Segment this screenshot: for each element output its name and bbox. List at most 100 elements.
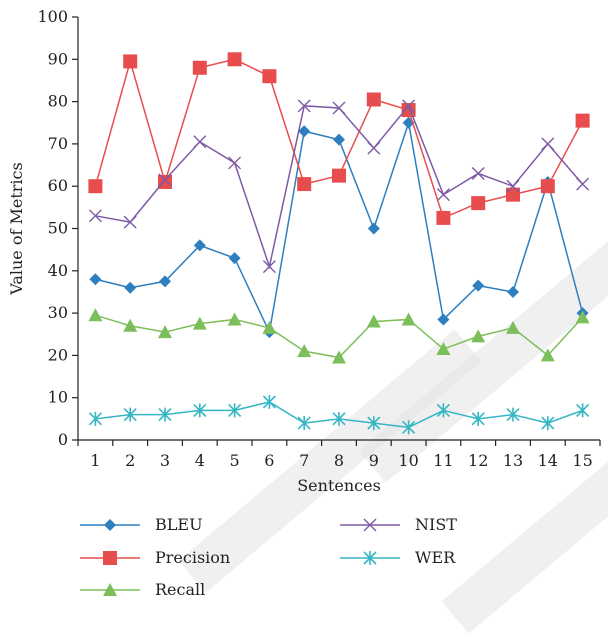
legend-label-wer: WER <box>415 548 456 567</box>
x-tick-label: 7 <box>299 451 309 470</box>
legend-marker-nist <box>363 518 377 532</box>
point-wer <box>297 416 311 431</box>
point-recall <box>540 348 555 362</box>
point-recall <box>262 320 277 334</box>
x-tick-label: 8 <box>334 451 344 470</box>
legend-label-precision: Precision <box>155 548 230 567</box>
point-bleu <box>472 279 485 292</box>
point-precision <box>366 92 381 107</box>
y-tick-label: 50 <box>48 219 68 238</box>
point-precision <box>227 52 242 67</box>
point-nist <box>158 173 172 187</box>
point-wer <box>436 403 450 418</box>
point-precision <box>123 54 138 69</box>
point-precision <box>158 174 172 189</box>
point-wer <box>332 411 346 426</box>
point-precision <box>436 210 451 225</box>
x-tick-label: 13 <box>503 451 523 470</box>
x-tick-label: 5 <box>230 451 240 470</box>
point-nist <box>193 135 207 149</box>
point-precision <box>88 179 103 194</box>
point-nist <box>297 99 311 113</box>
x-tick-label: 9 <box>369 451 379 470</box>
y-tick-label: 80 <box>48 92 68 111</box>
series-line-bleu <box>95 122 584 335</box>
x-axis-title: Sentences <box>297 476 381 495</box>
point-precision <box>192 60 207 75</box>
y-tick-label: 0 <box>58 430 68 449</box>
point-precision <box>506 187 520 202</box>
series-layer <box>88 52 590 435</box>
point-precision <box>332 168 346 183</box>
y-tick-label: 60 <box>48 176 68 195</box>
point-nist <box>123 215 137 229</box>
x-tick-label: 10 <box>398 451 418 470</box>
legend-item-nist: NIST <box>340 515 457 534</box>
point-nist <box>228 156 242 170</box>
point-recall <box>158 325 172 339</box>
point-recall <box>506 320 520 334</box>
point-recall <box>366 314 381 328</box>
point-wer <box>541 416 555 431</box>
legend-item-wer: WER <box>340 548 456 567</box>
x-tick-label: 2 <box>125 451 135 470</box>
point-bleu <box>367 222 380 235</box>
point-wer <box>402 420 416 435</box>
x-tick-label: 12 <box>468 451 488 470</box>
legend-label-nist: NIST <box>415 515 457 534</box>
point-wer <box>367 416 381 431</box>
point-recall <box>575 310 590 324</box>
point-nist <box>576 177 590 191</box>
legend-item-precision: Precision <box>80 548 230 567</box>
point-wer <box>88 411 102 426</box>
point-bleu <box>124 281 137 294</box>
point-recall <box>401 312 416 326</box>
point-bleu <box>437 313 450 326</box>
legend: BLEU Precision Recall NIST WER <box>80 515 457 598</box>
legend-marker-bleu <box>104 519 116 531</box>
point-recall <box>436 342 451 356</box>
point-precision <box>540 179 555 194</box>
y-tick-label: 10 <box>48 388 68 407</box>
point-wer <box>576 403 590 418</box>
point-recall <box>192 316 207 330</box>
x-tick-label: 3 <box>160 451 170 470</box>
series-recall <box>88 308 590 364</box>
series-wer <box>88 394 590 435</box>
point-recall <box>88 308 103 322</box>
y-tick-label: 40 <box>48 261 68 280</box>
legend-label-bleu: BLEU <box>155 515 203 534</box>
y-axis-title: Value of Metrics <box>7 162 26 295</box>
y-tick-label: 30 <box>48 303 68 322</box>
point-recall <box>123 318 138 332</box>
point-recall <box>332 350 346 364</box>
point-nist <box>88 209 102 223</box>
point-wer <box>262 394 276 409</box>
point-wer <box>471 411 485 426</box>
x-tick-label: 14 <box>538 451 558 470</box>
point-wer <box>158 407 172 422</box>
legend-marker-wer <box>363 551 377 565</box>
y-tick-label: 90 <box>48 49 68 68</box>
point-recall <box>471 329 486 343</box>
point-bleu <box>89 273 102 286</box>
legend-item-bleu: BLEU <box>80 515 203 534</box>
point-bleu <box>333 133 345 146</box>
point-nist <box>541 137 555 151</box>
y-tick-label: 100 <box>37 7 68 26</box>
point-nist <box>471 167 485 181</box>
point-recall <box>227 312 242 326</box>
point-wer <box>506 407 520 422</box>
x-tick-label: 6 <box>264 451 274 470</box>
y-tick-label: 70 <box>48 134 68 153</box>
point-nist <box>506 179 520 193</box>
point-nist <box>436 188 450 202</box>
point-nist <box>262 260 276 274</box>
point-bleu <box>507 285 519 298</box>
point-wer <box>228 403 242 418</box>
point-precision <box>297 177 312 192</box>
point-precision <box>262 69 277 84</box>
point-nist <box>402 99 416 113</box>
